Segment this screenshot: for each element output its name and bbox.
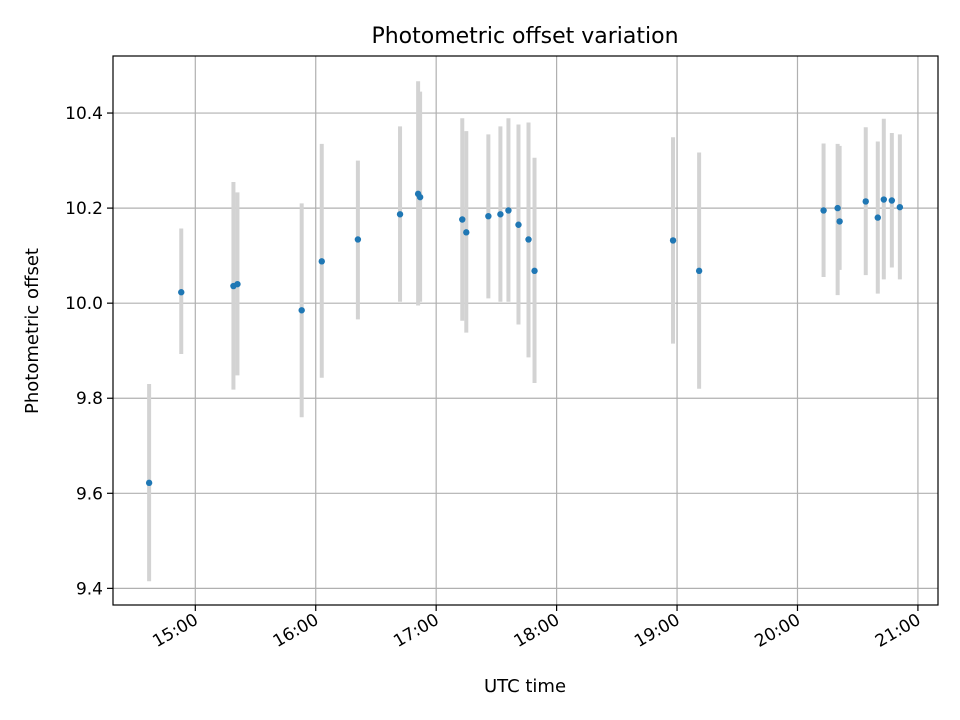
data-point	[485, 212, 492, 220]
y-tick-label: 10.4	[65, 104, 103, 124]
y-tick-label: 9.8	[76, 389, 103, 409]
data-point	[459, 216, 466, 223]
data-point	[515, 221, 522, 228]
data-point	[396, 211, 404, 218]
data-point	[669, 237, 677, 244]
plot-area	[113, 56, 938, 605]
data-point	[836, 218, 843, 225]
data-point	[234, 280, 241, 288]
y-tick-label: 9.4	[76, 579, 103, 599]
data-point	[525, 236, 532, 243]
data-point	[318, 258, 325, 265]
data-points	[145, 190, 904, 487]
data-point	[695, 267, 703, 275]
data-point	[531, 267, 538, 275]
data-point	[834, 204, 841, 212]
x-axis-label: UTC time	[484, 676, 566, 697]
data-point	[888, 197, 896, 204]
data-point	[874, 214, 881, 221]
data-point	[298, 307, 305, 314]
data-point	[463, 229, 470, 236]
data-point	[354, 236, 362, 243]
y-tick-label: 10.2	[65, 199, 103, 219]
data-point	[416, 193, 424, 201]
data-point	[497, 211, 504, 218]
grid	[113, 56, 938, 605]
data-point	[880, 196, 888, 203]
y-tick-label: 10.0	[65, 294, 103, 314]
y-axis-label: Photometric offset	[22, 248, 43, 414]
data-point	[178, 289, 185, 296]
data-point	[862, 198, 869, 205]
data-point	[145, 479, 153, 487]
data-point	[820, 207, 827, 214]
plot-frame	[112, 55, 939, 606]
y-tick-label: 9.6	[76, 484, 103, 504]
data-point	[896, 203, 904, 211]
data-point	[505, 207, 512, 214]
chart-title: Photometric offset variation	[371, 24, 678, 49]
